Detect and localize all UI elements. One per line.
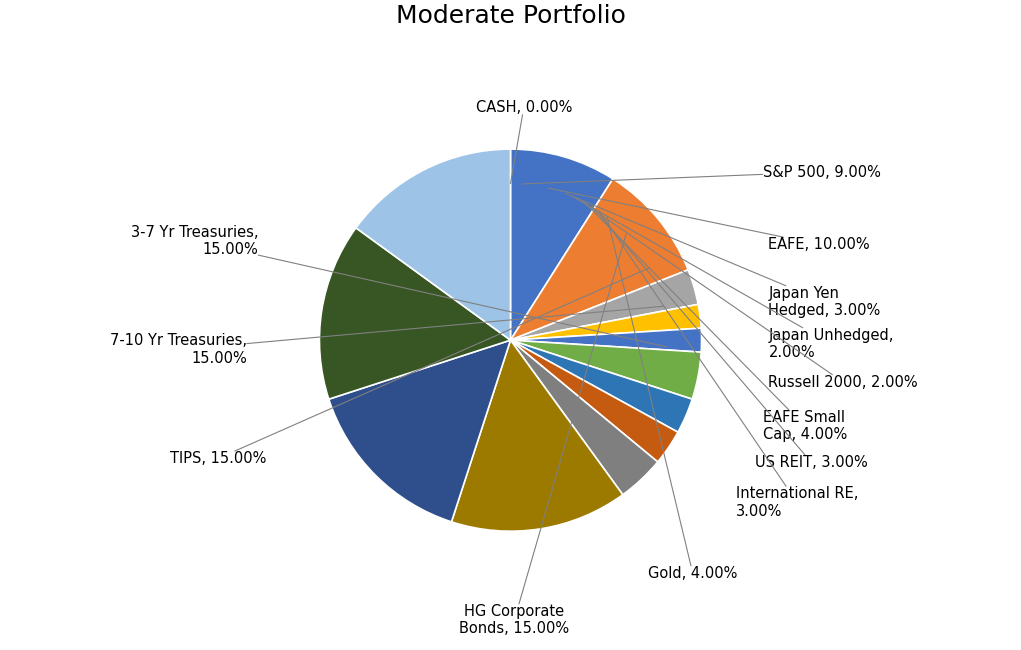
Wedge shape bbox=[510, 340, 678, 462]
Text: Japan Yen
Hedged, 3.00%: Japan Yen Hedged, 3.00% bbox=[566, 194, 881, 318]
Text: Russell 2000, 2.00%: Russell 2000, 2.00% bbox=[577, 198, 918, 389]
Wedge shape bbox=[451, 340, 623, 531]
Wedge shape bbox=[356, 149, 510, 340]
Text: 3-7 Yr Treasuries,
15.00%: 3-7 Yr Treasuries, 15.00% bbox=[131, 225, 667, 347]
Text: HG Corporate
Bonds, 15.00%: HG Corporate Bonds, 15.00% bbox=[459, 234, 626, 636]
Wedge shape bbox=[510, 340, 658, 495]
Wedge shape bbox=[510, 270, 698, 340]
Text: EAFE, 10.00%: EAFE, 10.00% bbox=[548, 188, 870, 252]
Wedge shape bbox=[510, 304, 701, 340]
Text: EAFE Small
Cap, 4.00%: EAFE Small Cap, 4.00% bbox=[584, 202, 847, 442]
Wedge shape bbox=[510, 340, 692, 432]
Title: Moderate Portfolio: Moderate Portfolio bbox=[395, 4, 626, 28]
Text: 7-10 Yr Treasuries,
15.00%: 7-10 Yr Treasuries, 15.00% bbox=[110, 306, 664, 366]
Wedge shape bbox=[510, 149, 613, 340]
Text: Japan Unhedged,
2.00%: Japan Unhedged, 2.00% bbox=[572, 196, 893, 360]
Text: Gold, 4.00%: Gold, 4.00% bbox=[606, 216, 737, 580]
Text: TIPS, 15.00%: TIPS, 15.00% bbox=[169, 268, 649, 466]
Wedge shape bbox=[510, 340, 701, 399]
Wedge shape bbox=[510, 328, 701, 352]
Wedge shape bbox=[329, 340, 510, 522]
Text: CASH, 0.00%: CASH, 0.00% bbox=[476, 99, 572, 183]
Wedge shape bbox=[510, 179, 688, 340]
Text: International RE,
3.00%: International RE, 3.00% bbox=[599, 211, 859, 519]
Text: US REIT, 3.00%: US REIT, 3.00% bbox=[592, 207, 868, 470]
Text: S&P 500, 9.00%: S&P 500, 9.00% bbox=[523, 164, 880, 184]
Wedge shape bbox=[320, 228, 510, 399]
